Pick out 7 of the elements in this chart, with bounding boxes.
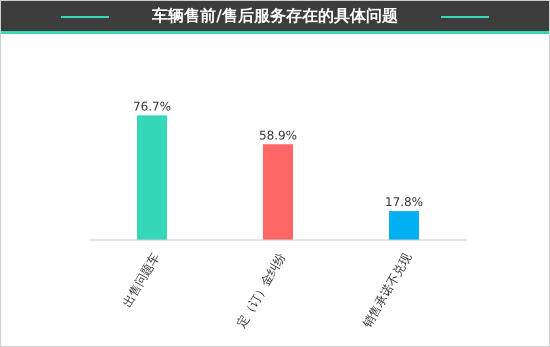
data-label: 58.9% <box>258 128 298 142</box>
x-tick-label: 销售承诺不兑现 <box>359 250 414 332</box>
chart-title: 车辆售前/售后服务存在的具体问题 <box>152 6 398 26</box>
x-tick-label: 出售问题车 <box>120 250 162 310</box>
data-label: 17.8% <box>384 195 424 210</box>
x-tick-label: 定（订）金纠纷 <box>234 250 288 330</box>
data-label: 76.7% <box>132 99 172 114</box>
